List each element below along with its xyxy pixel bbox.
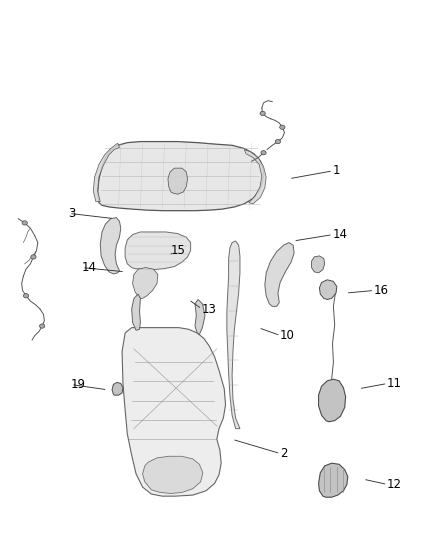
- Polygon shape: [265, 243, 294, 306]
- Ellipse shape: [261, 151, 266, 155]
- Text: 12: 12: [387, 478, 402, 491]
- Polygon shape: [318, 463, 348, 497]
- Text: 16: 16: [374, 284, 389, 297]
- Text: 3: 3: [68, 207, 76, 220]
- Polygon shape: [143, 456, 203, 494]
- Text: 10: 10: [280, 329, 295, 342]
- Polygon shape: [122, 328, 226, 496]
- Polygon shape: [244, 150, 266, 204]
- Ellipse shape: [39, 324, 45, 328]
- Polygon shape: [132, 294, 141, 330]
- Ellipse shape: [260, 111, 265, 116]
- Text: 14: 14: [81, 261, 96, 274]
- Ellipse shape: [280, 125, 285, 130]
- Polygon shape: [93, 143, 120, 201]
- Polygon shape: [227, 241, 240, 429]
- Ellipse shape: [23, 294, 28, 298]
- Text: 1: 1: [332, 164, 340, 177]
- Polygon shape: [195, 300, 205, 335]
- Polygon shape: [168, 168, 187, 194]
- Ellipse shape: [31, 255, 36, 259]
- Text: 13: 13: [201, 303, 216, 316]
- Ellipse shape: [276, 140, 281, 144]
- Polygon shape: [133, 268, 158, 298]
- Text: 11: 11: [387, 377, 402, 390]
- Polygon shape: [125, 232, 191, 270]
- Text: 2: 2: [280, 447, 288, 460]
- Polygon shape: [318, 379, 346, 422]
- Text: 15: 15: [171, 244, 186, 257]
- Polygon shape: [319, 280, 337, 300]
- Polygon shape: [311, 256, 325, 273]
- Ellipse shape: [22, 221, 27, 225]
- Text: 14: 14: [332, 228, 347, 241]
- Polygon shape: [98, 142, 264, 211]
- Polygon shape: [100, 217, 121, 274]
- Text: 19: 19: [71, 378, 85, 391]
- Polygon shape: [112, 382, 123, 395]
